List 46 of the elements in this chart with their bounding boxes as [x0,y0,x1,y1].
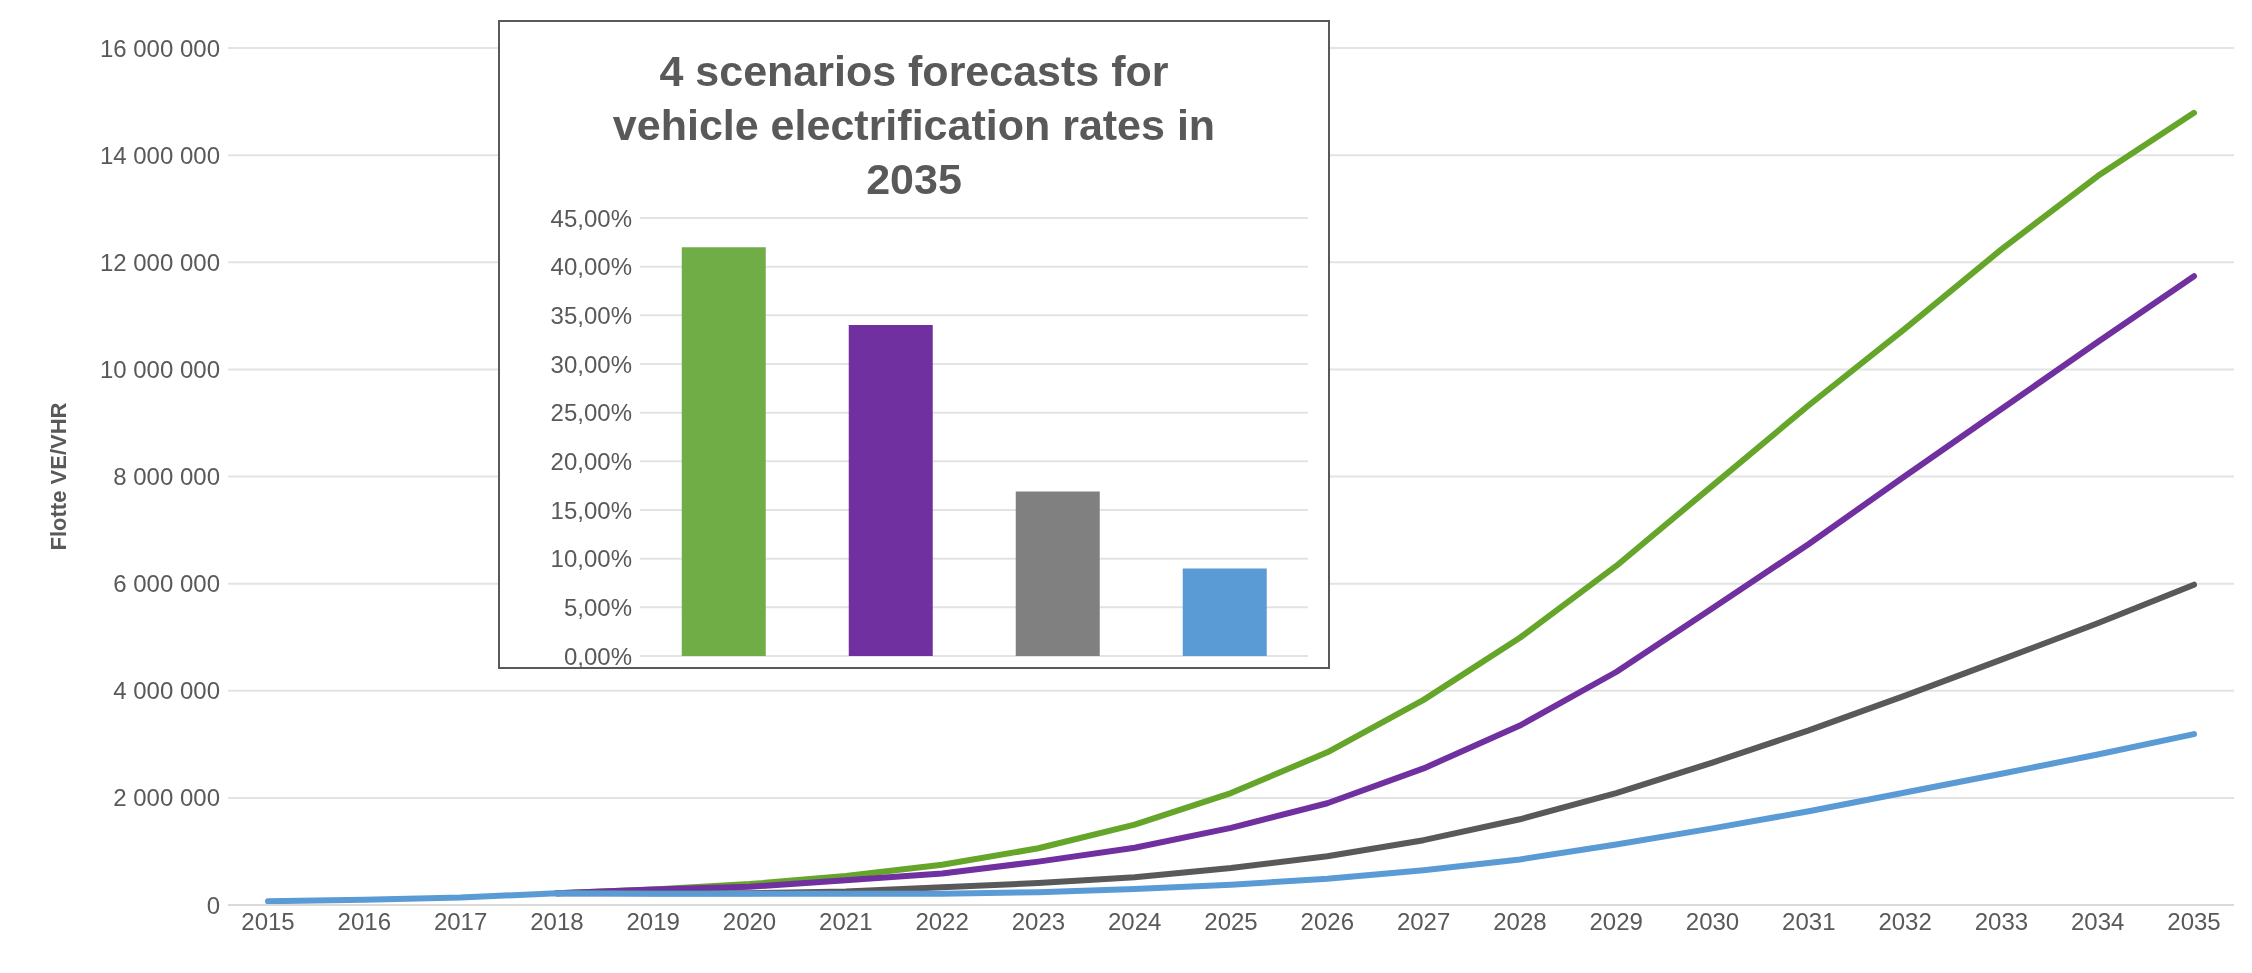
y-tick-label: 35,00% [550,301,632,329]
x-tick-label: 2034 [2071,908,2125,936]
y-tick-label: 30,00% [550,350,632,378]
x-tick-label: 2022 [915,908,969,936]
bar [681,247,766,656]
y-tick-label: 2 000 000 [113,784,220,812]
y-tick-label: 10,00% [550,545,632,573]
y-tick-label: 5,00% [563,593,632,621]
x-tick-label: 2029 [1589,908,1643,936]
y-tick-label: 40,00% [550,253,632,281]
x-tick-label: 2018 [530,908,584,936]
x-tick-label: 2035 [2167,908,2221,936]
y-tick-label: 25,00% [550,399,632,427]
x-tick-label: 2025 [1204,908,1258,936]
y-tick-label: 15,00% [550,496,632,524]
x-tick-label: 2023 [1011,908,1066,936]
y-tick-label: 0,00% [563,642,632,670]
x-tick-label: 2028 [1493,908,1547,936]
y-tick-label: 4 000 000 [113,677,220,705]
y-tick-label: 45,00% [550,204,632,232]
x-tick-label: 2024 [1108,908,1162,936]
y-axis-title: Flotte VE/VHR [45,402,71,551]
y-tick-label: 14 000 000 [99,141,220,169]
y-tick-label: 16 000 000 [99,34,220,62]
y-tick-label: 10 000 000 [99,355,220,383]
x-tick-label: 2019 [626,908,680,936]
y-tick-label: 8 000 000 [113,463,220,491]
x-tick-label: 2021 [819,908,873,936]
bar [848,325,933,656]
x-tick-label: 2027 [1396,908,1451,936]
x-tick-label: 2020 [722,908,777,936]
y-tick-label: 0 [206,891,220,919]
x-tick-label: 2032 [1878,908,1932,936]
chart-title: 4 scenarios forecasts for vehicle electrification rates in 2035 [611,46,1217,205]
x-tick-label: 2016 [337,908,391,936]
y-tick-label: 12 000 000 [99,248,220,276]
y-tick-label: 20,00% [550,447,632,475]
y-tick-label: 6 000 000 [113,570,220,598]
x-tick-label: 2031 [1782,908,1836,936]
x-tick-label: 2033 [1974,908,2029,936]
x-tick-label: 2030 [1685,908,1740,936]
x-tick-label: 2026 [1300,908,1354,936]
x-tick-label: 2017 [433,908,488,936]
bar [1015,491,1100,656]
x-tick-label: 2015 [241,908,295,936]
bar [1182,568,1267,656]
